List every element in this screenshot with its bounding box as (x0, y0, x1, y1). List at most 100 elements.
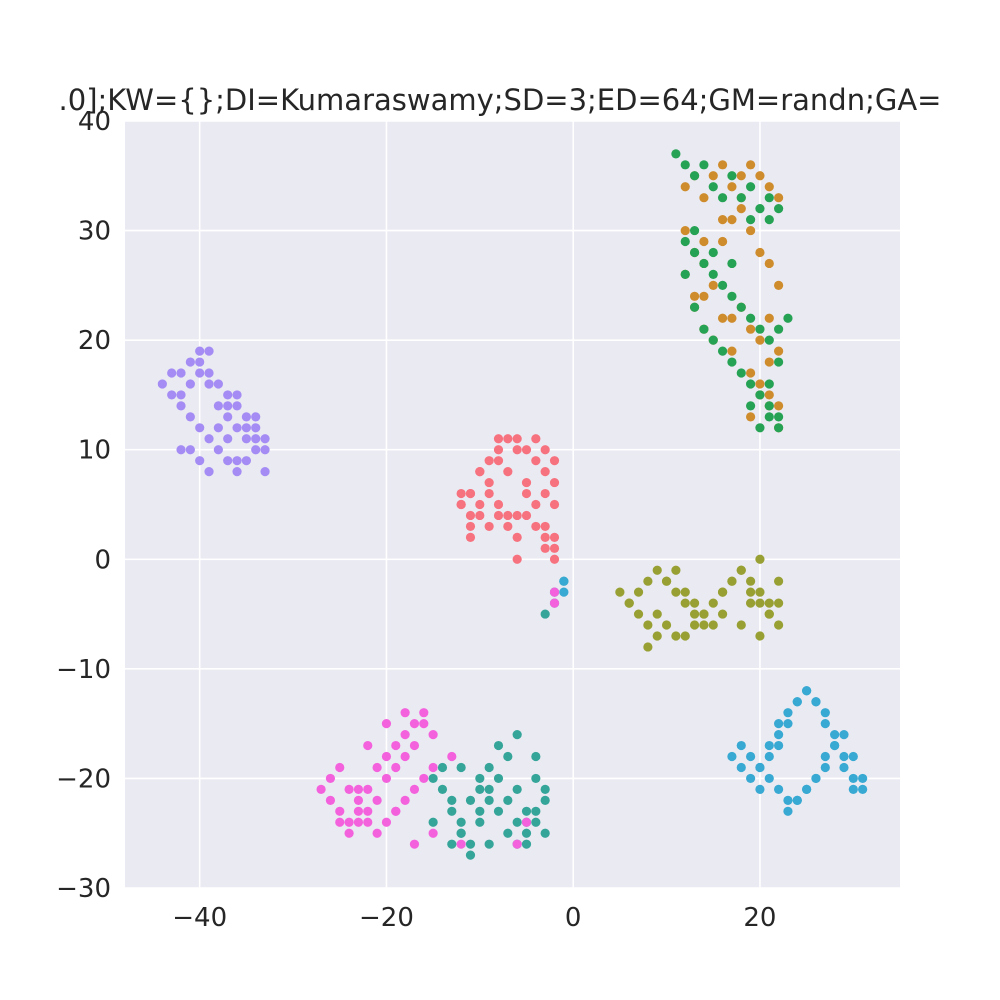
scatter-point (493, 806, 504, 816)
scatter-point (689, 291, 700, 301)
scatter-point (549, 543, 560, 553)
scatter-point (755, 247, 765, 258)
scatter-point (167, 390, 177, 400)
scatter-point (521, 817, 532, 827)
scatter-point (802, 784, 812, 794)
scatter-point (689, 609, 700, 619)
scatter-point (811, 697, 821, 707)
scatter-point (549, 532, 560, 542)
scatter-point (456, 817, 466, 827)
scatter-point (746, 368, 756, 378)
scatter-point (764, 379, 774, 389)
scatter-point (223, 390, 233, 400)
scatter-point (409, 719, 420, 729)
scatter-point (241, 456, 251, 466)
scatter-point (185, 445, 195, 455)
scatter-point (839, 751, 849, 762)
scatter-point (764, 335, 774, 345)
scatter-point (717, 193, 728, 203)
scatter-point (185, 412, 195, 422)
scatter-point (251, 423, 261, 433)
scatter-point (830, 730, 840, 740)
scatter-point (764, 357, 774, 367)
scatter-point (727, 346, 737, 356)
scatter-point (652, 565, 662, 575)
scatter-point (475, 806, 485, 816)
scatter-point (484, 784, 494, 794)
scatter-point (717, 346, 728, 356)
scatter-point (727, 751, 737, 762)
scatter-point (512, 817, 522, 827)
scatter-point (437, 762, 448, 773)
scatter-point (419, 708, 429, 718)
scatter-point (774, 357, 784, 367)
scatter-point (661, 576, 672, 586)
scatter-point (372, 762, 382, 773)
scatter-point (727, 182, 737, 192)
scatter-point (680, 160, 690, 170)
scatter-point (717, 587, 728, 597)
scatter-point (400, 751, 410, 762)
scatter-point (699, 324, 709, 334)
scatter-point (484, 477, 494, 488)
scatter-point (465, 532, 476, 542)
scatter-point (335, 762, 345, 773)
scatter-point (176, 401, 186, 411)
scatter-point (372, 828, 382, 838)
scatter-point (820, 762, 830, 773)
scatter-point (428, 762, 438, 773)
scatter-point (671, 587, 681, 597)
scatter-point (512, 839, 522, 849)
y-tick-label: 10 (78, 436, 111, 466)
scatter-point (195, 456, 205, 466)
scatter-point (493, 434, 504, 444)
scatter-point (736, 193, 746, 203)
scatter-point (764, 401, 774, 411)
scatter-point (774, 719, 784, 729)
scatter-point (727, 313, 737, 323)
scatter-series (316, 587, 560, 849)
scatter-point (671, 631, 681, 641)
scatter-point (689, 247, 700, 258)
scatter-point (764, 193, 774, 203)
scatter-point (475, 467, 485, 477)
scatter-point (717, 215, 728, 225)
scatter-point (540, 795, 550, 805)
data-points (157, 149, 868, 860)
scatter-point (680, 236, 690, 247)
scatter-point (419, 773, 429, 784)
scatter-point (419, 719, 429, 729)
scatter-point (764, 313, 774, 323)
scatter-point (400, 730, 410, 740)
scatter-point (475, 773, 485, 784)
scatter-point (652, 631, 662, 641)
scatter-point (764, 215, 774, 225)
scatter-point (484, 839, 494, 849)
scatter-point (746, 379, 756, 389)
scatter-point (475, 499, 485, 510)
scatter-point (363, 817, 373, 827)
scatter-point (232, 390, 242, 400)
scatter-point (512, 510, 522, 521)
scatter-point (447, 806, 457, 816)
scatter-point (167, 368, 177, 378)
scatter-point (465, 850, 476, 860)
scatter-point (503, 751, 513, 762)
scatter-point (363, 784, 373, 794)
scatter-point (764, 598, 774, 608)
scatter-point (512, 445, 522, 455)
scatter-point (643, 576, 653, 586)
scatter-point (344, 817, 354, 827)
scatter-point (774, 620, 784, 630)
scatter-point (325, 795, 336, 805)
scatter-point (774, 412, 784, 422)
scatter-point (746, 215, 756, 225)
scatter-point (437, 784, 448, 794)
scatter-point (512, 784, 522, 794)
scatter-point (746, 576, 756, 586)
scatter-point (484, 488, 494, 499)
scatter-point (531, 434, 541, 444)
scatter-point (540, 609, 550, 619)
scatter-point (512, 434, 522, 444)
scatter-point (689, 598, 700, 608)
